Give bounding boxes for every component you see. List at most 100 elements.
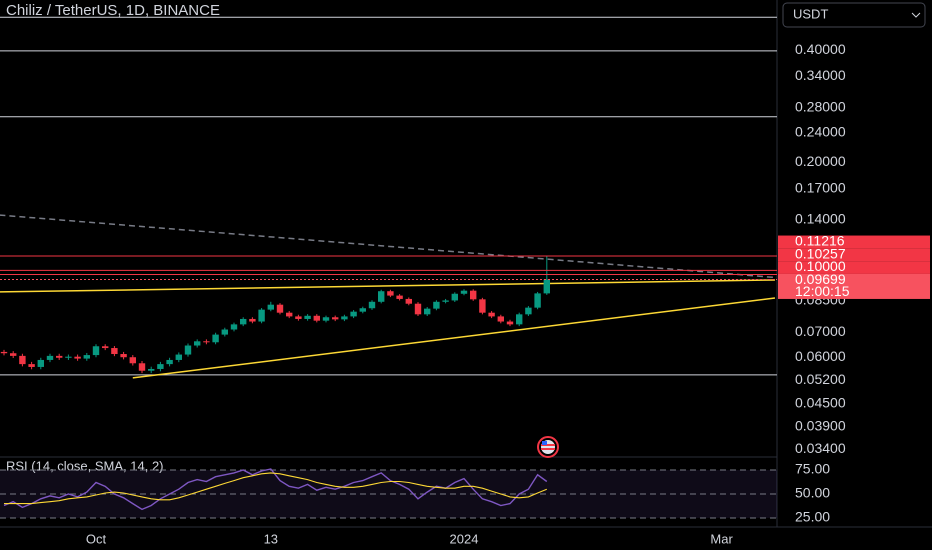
candle-body (10, 353, 17, 356)
candle-body (221, 329, 228, 335)
candle-body (203, 341, 210, 343)
rsi-line (4, 472, 548, 505)
candle-body (414, 303, 422, 315)
candle-body (194, 341, 201, 346)
rsi-title: RSI (14, close, SMA, 14, 2) (6, 458, 164, 473)
y-tick-label: 0.28000 (795, 99, 846, 115)
candle-body (396, 295, 403, 299)
candle-body (433, 301, 440, 309)
candle-body (350, 311, 357, 317)
candle-body (249, 318, 256, 322)
candle-body (313, 315, 320, 321)
candle-body (83, 355, 90, 359)
candle-body (120, 354, 127, 358)
y-tick-label: 0.20000 (795, 153, 846, 169)
candle-body (368, 301, 376, 309)
candle-body (516, 314, 523, 325)
candle-body (111, 348, 118, 355)
price-tag-label: 0.11216 (795, 233, 845, 249)
candle-body (378, 291, 385, 302)
candle-body (138, 363, 146, 371)
candle-body (543, 279, 550, 294)
y-tick-label: 75.00 (795, 461, 830, 477)
candle-body (148, 368, 155, 371)
candle-body (488, 312, 495, 317)
candle-body (74, 356, 81, 359)
candle-body (460, 290, 468, 294)
y-tick-label: 0.03900 (795, 418, 846, 434)
chart-title: Chiliz / TetherUS, 1D, BINANCE (6, 2, 220, 19)
currency-button[interactable] (782, 2, 926, 28)
candle-body (230, 324, 238, 330)
y-tick-label: 25.00 (795, 509, 830, 525)
price-tag-label: 0.10257 (795, 245, 846, 261)
y-tick-label: 0.05200 (795, 371, 846, 387)
candle-body (28, 364, 35, 367)
price-tag (778, 273, 930, 299)
candle-body (525, 307, 532, 315)
price-tag (778, 248, 930, 262)
x-tick-label: 13 (264, 531, 278, 546)
y-tick-label: 0.17000 (795, 179, 846, 195)
candle-body (212, 334, 219, 343)
candle-body (497, 316, 504, 322)
flag-badge (537, 436, 559, 458)
candle-body (0, 351, 8, 354)
y-tick-label: 0.03400 (795, 440, 846, 456)
candle-body (359, 308, 366, 312)
candle-body (341, 316, 348, 320)
candle-body (534, 293, 541, 308)
candle-body (102, 346, 109, 349)
candle-body (65, 356, 72, 358)
candle-body (424, 308, 431, 315)
price-tag-label: 0.09699 (795, 271, 846, 287)
y-tick-label: 0.14000 (795, 211, 846, 227)
candle-body (37, 359, 44, 367)
rsi-line (3, 468, 548, 511)
candle-body (442, 300, 449, 302)
candle-body (332, 317, 339, 320)
dropdown-icon (911, 12, 921, 18)
currency-label: USDT (793, 6, 828, 21)
x-tick-label: Mar (710, 531, 733, 546)
price-axis: 0.40000 0.34000 0.28000 0.24000 0.20000 0.170… (795, 41, 846, 525)
candle-body (92, 346, 100, 356)
y-tick-label: 0.07000 (795, 323, 846, 339)
candle-body (276, 304, 284, 313)
trend-line (0, 279, 775, 293)
candle-body (470, 290, 477, 300)
candle-body (184, 345, 192, 355)
candle-body (258, 309, 265, 322)
candle-body (19, 355, 26, 365)
candle-body (506, 321, 514, 325)
candle-body (479, 299, 486, 313)
y-tick-label: 0.06000 (795, 348, 846, 364)
x-tick-label: Oct (86, 531, 107, 546)
candle-body (295, 316, 302, 319)
x-tick-label: 2024 (450, 531, 479, 546)
candle-body (157, 364, 164, 369)
candle-body (387, 291, 394, 296)
candle-body (405, 298, 412, 304)
candle-body (129, 357, 136, 364)
countdown: 12:00:15 (795, 283, 850, 299)
candle-body (267, 304, 274, 310)
y-tick-label: 0.40000 (795, 41, 846, 57)
trend-line (132, 297, 776, 379)
candle-body (240, 318, 247, 325)
y-tick-label: 50.00 (795, 485, 830, 501)
candle-body (56, 355, 63, 358)
candle-body (451, 293, 458, 301)
price-tag (778, 235, 930, 249)
price-tag (778, 261, 930, 274)
candle-body (175, 354, 182, 360)
price-tag-label: 0.10000 (795, 258, 846, 274)
candle-body (304, 315, 311, 319)
candle-body (46, 355, 54, 360)
candle-body (166, 359, 173, 365)
y-tick-label: 0.34000 (795, 67, 846, 83)
candle-body (286, 312, 293, 317)
y-tick-label: 0.24000 (795, 123, 846, 139)
